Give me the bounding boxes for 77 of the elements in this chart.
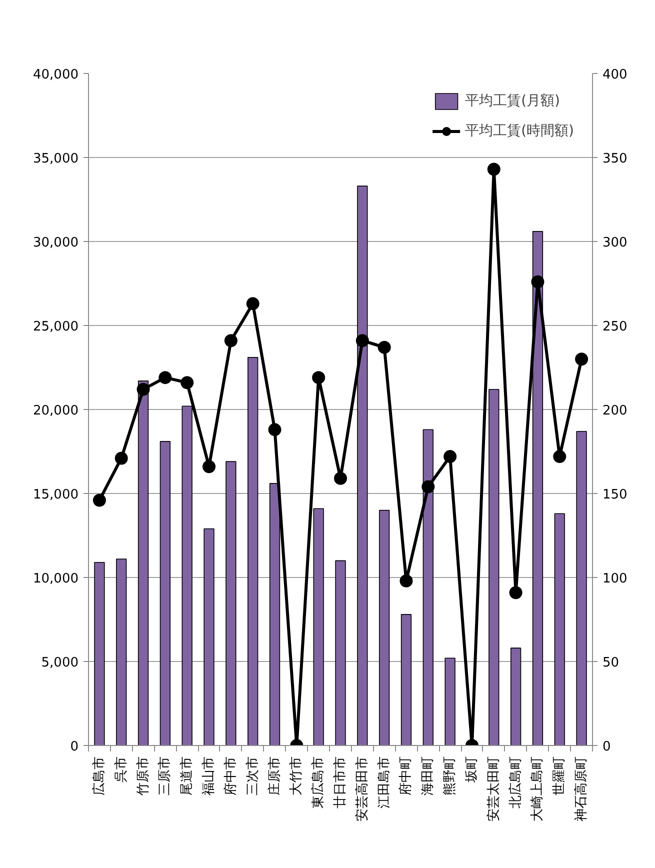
y2-tick-label: 400: [602, 68, 628, 82]
y-tick-label: 40,000: [33, 68, 79, 82]
bar: [160, 441, 171, 746]
point: [180, 376, 194, 390]
y2-tick-label: 350: [602, 152, 628, 166]
bar: [400, 614, 412, 746]
point: [378, 340, 391, 354]
x-tick-label: 竹原市: [136, 756, 151, 796]
y2-tick-label: 0: [602, 740, 611, 754]
y-tick-label: 15,000: [33, 488, 79, 502]
x-tick-label: 呉市: [114, 756, 129, 782]
legend-label: 平均工賃(時間額): [465, 122, 574, 140]
bar: [94, 562, 105, 746]
x-tick-label: 三原市: [158, 756, 173, 796]
bar: [444, 658, 456, 746]
point: [246, 297, 260, 310]
y-tick-label: 5,000: [41, 656, 78, 670]
bar: [248, 357, 258, 746]
point: [422, 480, 435, 494]
point: [531, 275, 544, 288]
bar: [204, 528, 214, 746]
y2-tick-label: 300: [602, 236, 628, 250]
x-tick-label: 大崎上島町: [530, 756, 546, 822]
x-tick-label: 世羅町: [552, 756, 568, 796]
x-tick-label: 広島市: [90, 756, 107, 796]
x-tick-label: 海田町: [420, 756, 436, 796]
y-tick-label: 10,000: [33, 572, 79, 586]
y2-tick-label: 200: [602, 404, 628, 418]
y2-tick-label: 250: [602, 320, 628, 334]
x-tick-label: 府中市: [222, 756, 238, 796]
x-tick-label: 安芸太田町: [485, 756, 502, 822]
point: [158, 371, 172, 384]
y2-tick-label: 100: [602, 572, 628, 586]
bar: [335, 560, 346, 746]
x-tick-label: 三次市: [245, 756, 260, 796]
bar: [576, 430, 587, 746]
bar: [510, 648, 522, 746]
x-tick-label: 庄原市: [267, 756, 282, 796]
y-tick-label: 30,000: [33, 236, 79, 250]
y-tick-label: 35,000: [33, 152, 79, 166]
x-tick-label: 江田島市: [376, 756, 392, 808]
point: [224, 334, 238, 348]
point: [136, 382, 150, 396]
y2-tick-label: 150: [602, 488, 628, 502]
y-tick-label: 0: [70, 740, 79, 754]
point: [487, 162, 500, 176]
point: [553, 450, 566, 464]
x-tick-label: 熊野町: [442, 756, 458, 796]
point: [114, 452, 128, 465]
bar: [116, 558, 127, 746]
point: [202, 460, 216, 474]
y-tick-label: 20,000: [33, 404, 79, 418]
x-tick-label: 大竹市: [289, 756, 304, 796]
point: [312, 371, 326, 384]
point: [356, 334, 369, 348]
bar: [554, 513, 565, 746]
legend-label: 平均工賃(月額): [465, 92, 560, 110]
bar: [226, 461, 236, 746]
y-tick-label: 25,000: [33, 320, 79, 334]
x-tick-label: 府中町: [398, 756, 414, 796]
x-tick-label: 尾道市: [180, 756, 195, 796]
x-tick-label: 坂町: [464, 756, 480, 784]
x-tick-label: 安芸高田市: [354, 756, 370, 822]
x-tick-label: 廿日市市: [333, 756, 348, 808]
point: [509, 586, 522, 600]
point: [268, 423, 282, 436]
point: [92, 494, 106, 507]
point: [575, 352, 588, 366]
y2-tick-label: 50: [602, 656, 620, 670]
x-tick-label: 東広島市: [310, 756, 326, 808]
point: [334, 472, 347, 485]
point: [400, 574, 413, 588]
x-tick-label: 福山市: [202, 756, 217, 796]
bar: [378, 510, 390, 746]
point: [444, 450, 457, 464]
x-tick-label: 神石高原町: [573, 756, 590, 822]
x-tick-label: 北広島町: [507, 756, 524, 808]
